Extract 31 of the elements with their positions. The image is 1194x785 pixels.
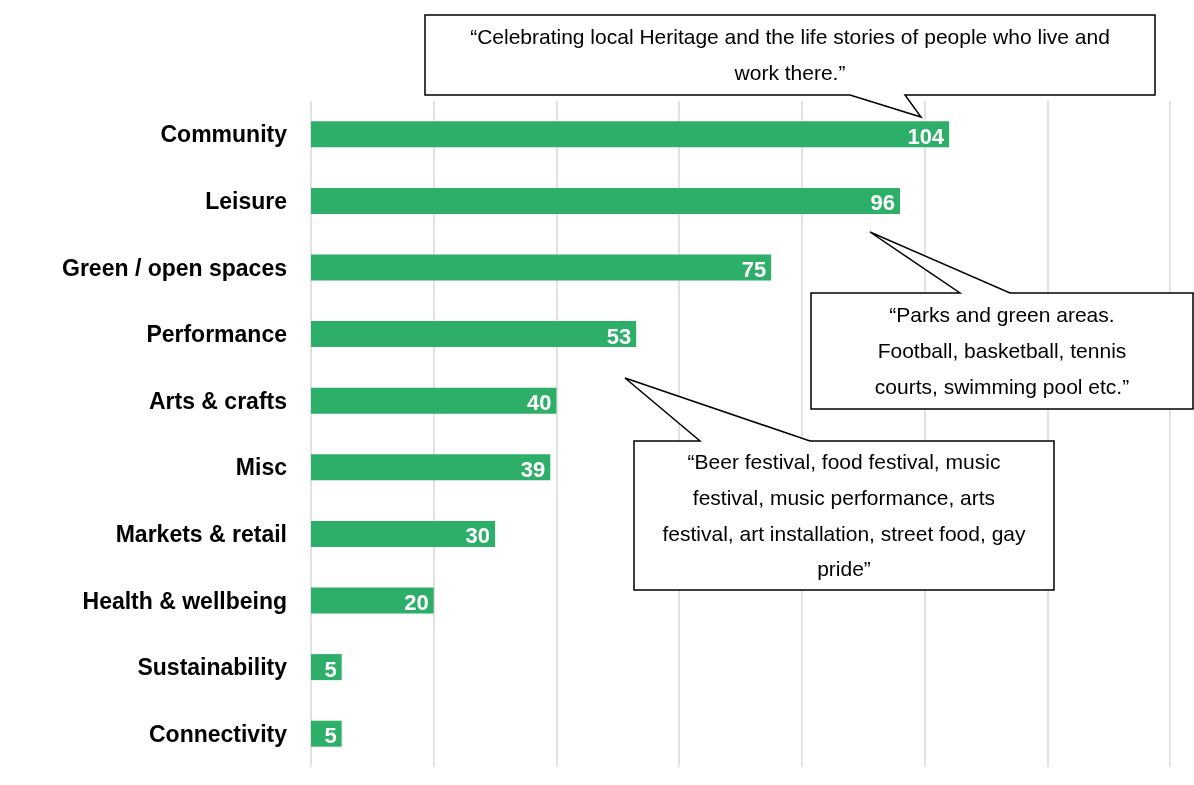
bar (311, 121, 950, 148)
y-tick-label: Connectivity (148, 720, 288, 747)
y-tick-label: Misc (235, 454, 288, 481)
bar (311, 321, 637, 348)
data-label: 20 (404, 590, 429, 615)
data-label: 5 (324, 723, 337, 749)
data-label: 30 (465, 523, 491, 549)
data-label: 40 (526, 390, 552, 416)
bar (311, 387, 557, 414)
annotation: “Parks and green areas. Football, basketball, tennis courts, swimming pool etc.” (873, 302, 1131, 400)
y-tick-label: Community (160, 121, 288, 148)
bar (311, 454, 551, 481)
bar (311, 587, 434, 614)
y-tick-label: Performance (146, 321, 287, 348)
y-tick-label: Sustainability (137, 654, 288, 681)
y-tick-label: Arts & crafts (148, 387, 287, 414)
data-label: 5 (324, 656, 337, 682)
data-label: 96 (870, 190, 896, 216)
annotation: “Beer festival, food festival, music festival, music performance, arts festival, art installation, street food, gay pride” (661, 449, 1027, 583)
bar (311, 254, 772, 281)
y-tick-label: Leisure (205, 187, 287, 214)
bar (311, 520, 496, 547)
data-label: 104 (907, 123, 945, 149)
y-tick-label: Green / open spaces (62, 254, 287, 281)
data-label: 75 (741, 257, 767, 282)
data-label: 39 (520, 456, 546, 482)
y-tick-label: Health & wellbeing (82, 587, 287, 614)
y-tick-label: Markets & retail (115, 520, 287, 547)
bar (311, 187, 901, 214)
data-label: 53 (606, 323, 632, 349)
text: “Celebrating local Heritage and the life stories of people who live and work there.” (469, 24, 1111, 86)
